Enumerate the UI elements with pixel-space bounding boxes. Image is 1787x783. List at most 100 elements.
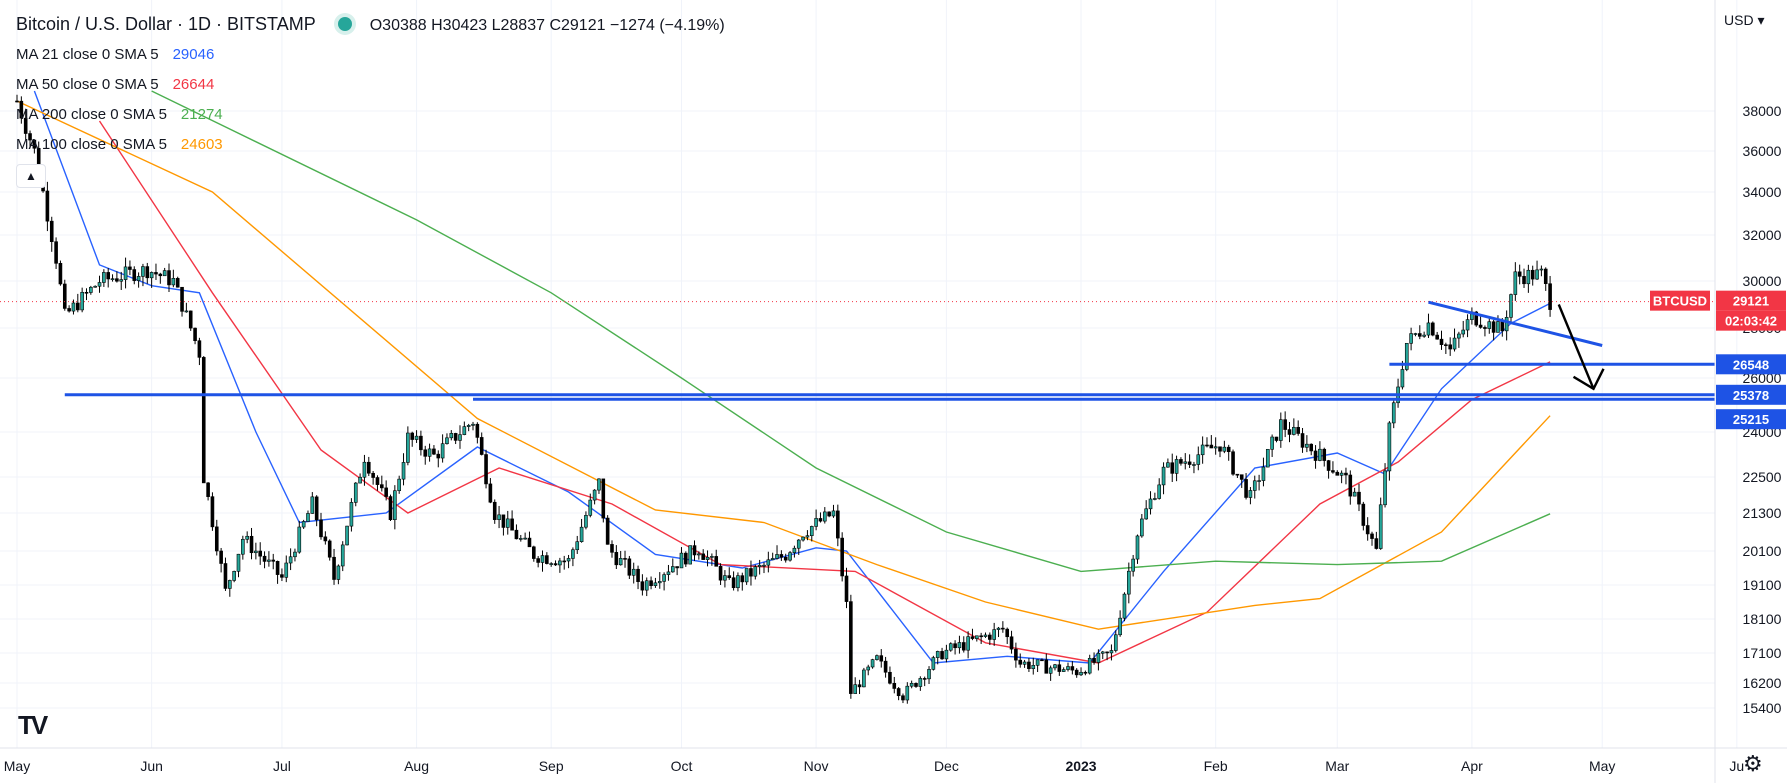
candle-body — [1048, 667, 1053, 674]
candle-body — [675, 566, 679, 569]
candle-body — [401, 462, 406, 480]
candle-body — [184, 310, 189, 313]
collapse-indicators-button[interactable]: ▲ — [16, 164, 46, 188]
candle-body — [922, 678, 927, 680]
candle-body — [80, 291, 84, 311]
candle-body — [1083, 671, 1088, 674]
candle-body — [1335, 471, 1340, 476]
candle-body — [479, 437, 484, 455]
candle-body — [1200, 444, 1205, 456]
candle-body — [1213, 446, 1218, 449]
candle-body — [501, 514, 506, 528]
candle-body — [1135, 535, 1140, 560]
indicator-value: 29046 — [172, 46, 215, 63]
candle-body — [249, 535, 254, 554]
arrow-head[interactable] — [1572, 368, 1605, 391]
candle-body — [1535, 269, 1539, 280]
candle-body — [975, 635, 979, 639]
ohlc-values: O30388 H30423 L28837 C29121 −1274 (−4.19… — [369, 17, 725, 34]
indicator-ma200[interactable]: MA 200 close 0 SMA 5 21274 — [16, 106, 223, 123]
candle-body — [1161, 466, 1166, 486]
candle-body — [514, 529, 519, 540]
tradingview-logo-icon[interactable]: TV — [18, 710, 48, 740]
currency-selector[interactable]: USD ▾ — [1724, 12, 1764, 29]
candle-body — [618, 558, 623, 566]
symbol-title[interactable]: Bitcoin / U.S. Dollar · 1D · BITSTAMP — [16, 14, 316, 34]
candle-body — [1283, 419, 1287, 430]
level-tag-25378: 25378 — [1733, 388, 1769, 403]
time-tick-label: Apr — [1461, 758, 1483, 774]
candle-body — [49, 220, 54, 242]
candle-body — [214, 526, 219, 552]
candle-body — [1174, 459, 1179, 474]
drawings[interactable] — [1428, 300, 1605, 391]
candle-body — [1218, 446, 1222, 452]
chevron-up-icon: ▲ — [25, 169, 37, 183]
candle-body — [223, 563, 228, 589]
price-axis-labels: BTCUSD 29121 02:03:42 26548 25378 25215 — [1650, 290, 1786, 430]
candle-body — [1413, 333, 1418, 335]
candle-body — [749, 568, 753, 577]
time-tick-label: 2023 — [1065, 758, 1096, 774]
candle-body — [744, 568, 749, 583]
candle-body — [597, 478, 601, 491]
candle-body — [1148, 498, 1153, 510]
time-axis[interactable]: May Jun Jul Aug Sep Oct Nov Dec 2023 Feb Mar Apr May… — [4, 758, 1744, 774]
indicator-ma21[interactable]: MA 21 close 0 SMA 5 29046 — [16, 46, 214, 63]
candle-body — [779, 554, 784, 558]
candle-body — [1478, 324, 1483, 328]
candle-body — [93, 285, 97, 288]
indicator-ma100[interactable]: MA 100 close 0 SMA 5 24603 — [16, 136, 223, 153]
candle-body — [1096, 652, 1101, 663]
candle-body — [692, 545, 697, 556]
candle-body — [175, 278, 180, 288]
countdown-tag-bg — [1716, 310, 1786, 331]
candle-body — [1127, 570, 1131, 595]
indicator-label: MA 50 close 0 SMA 5 — [16, 76, 159, 93]
candle-body — [158, 273, 163, 277]
candle-body — [944, 649, 949, 660]
candle-body — [970, 636, 975, 639]
candle-body — [753, 566, 758, 577]
candle-body — [1001, 627, 1005, 630]
candle-body — [1265, 448, 1270, 468]
candle-body — [849, 601, 853, 694]
candle-body — [171, 278, 176, 286]
candle-body — [1257, 480, 1261, 482]
candle-body — [1543, 268, 1548, 285]
level-tag-25215-bg — [1716, 409, 1786, 430]
candle-body — [988, 634, 992, 640]
candle-body — [58, 263, 63, 285]
time-tick-label: Oct — [671, 758, 693, 774]
candle-body — [1187, 461, 1192, 465]
chevron-down-icon: ▾ — [1757, 12, 1765, 28]
candle-body — [488, 483, 493, 503]
candle-body — [332, 556, 336, 580]
candle-body — [336, 565, 341, 580]
candle-body — [801, 536, 805, 541]
candle-body — [545, 555, 549, 564]
candle-body — [770, 558, 775, 561]
candle-body — [536, 558, 540, 563]
candle-body — [1092, 657, 1096, 663]
candle-body — [97, 282, 102, 287]
candle-body — [818, 518, 823, 522]
candle-body — [371, 472, 375, 478]
candle-body — [353, 482, 358, 503]
time-tick-label: Jul — [273, 758, 291, 774]
indicator-ma50[interactable]: MA 50 close 0 SMA 5 26644 — [16, 76, 214, 93]
candle-body — [1205, 444, 1209, 447]
candle-body — [414, 435, 419, 440]
arrow-shaft[interactable] — [1557, 304, 1595, 390]
candle-body — [1313, 450, 1318, 461]
candle-body — [836, 510, 840, 539]
gear-icon[interactable]: ⚙ — [1743, 751, 1763, 776]
horizontal-levels[interactable] — [0, 301, 1715, 401]
price-tick-label: 32000 — [1743, 227, 1782, 243]
candle-body — [918, 678, 923, 687]
candle-body — [1027, 661, 1031, 669]
candle-body — [340, 544, 345, 567]
candle-body — [953, 643, 957, 649]
price-tick-label: 21300 — [1743, 505, 1782, 521]
